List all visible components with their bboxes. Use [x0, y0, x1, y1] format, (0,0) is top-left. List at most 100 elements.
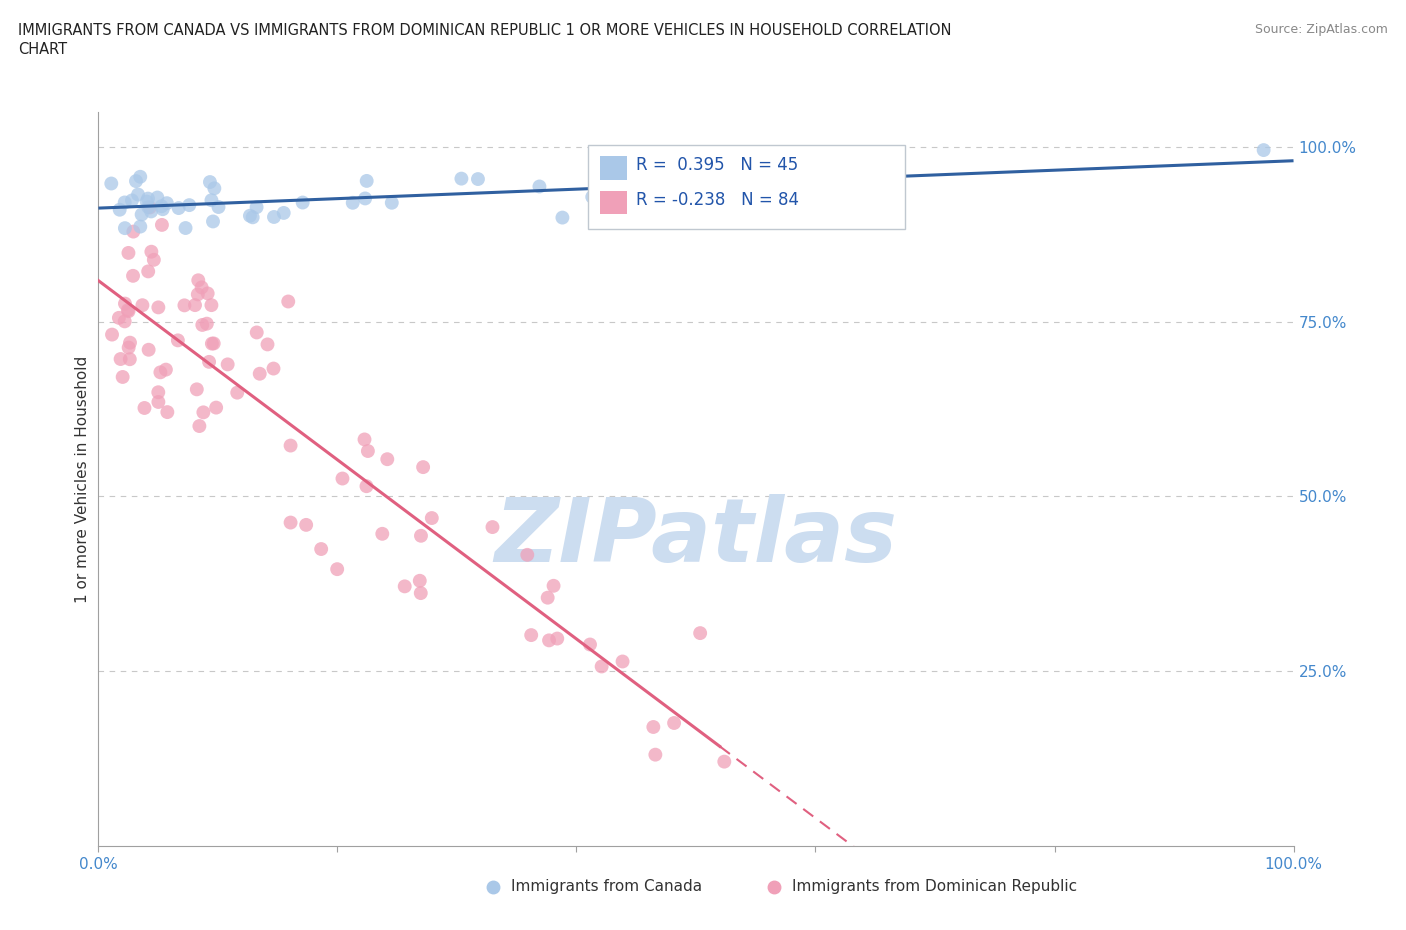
Point — [263, 361, 285, 376]
Point — [114, 314, 136, 329]
Point — [186, 382, 208, 397]
Point — [245, 200, 267, 215]
Point — [100, 176, 122, 191]
Point — [150, 199, 173, 214]
Point — [200, 193, 222, 207]
Point — [146, 190, 169, 205]
Point — [187, 272, 209, 287]
Point — [190, 280, 212, 295]
Point — [125, 174, 148, 189]
Point — [202, 180, 225, 195]
Point — [205, 400, 228, 415]
Point — [295, 517, 318, 532]
Point — [108, 311, 131, 325]
Point — [217, 357, 239, 372]
Point — [450, 171, 472, 186]
Point — [353, 432, 375, 447]
Point — [122, 224, 145, 239]
Point — [121, 193, 143, 208]
Point — [129, 169, 152, 184]
Text: R = -0.238   N = 84: R = -0.238 N = 84 — [636, 191, 799, 209]
Point — [131, 298, 153, 312]
Point — [139, 200, 162, 215]
Point — [174, 220, 197, 235]
Point — [195, 316, 218, 331]
FancyBboxPatch shape — [589, 145, 905, 229]
Point — [394, 578, 416, 593]
Point — [420, 511, 443, 525]
Point — [201, 214, 224, 229]
Point — [239, 208, 262, 223]
Point — [155, 362, 177, 377]
Point — [110, 352, 132, 366]
Text: R =  0.395   N = 45: R = 0.395 N = 45 — [636, 156, 799, 175]
Point — [188, 418, 211, 433]
Point — [198, 354, 221, 369]
Point — [326, 562, 349, 577]
Point — [617, 182, 640, 197]
Point — [118, 340, 141, 355]
Point — [152, 202, 174, 217]
Point — [138, 342, 160, 357]
Point — [148, 394, 170, 409]
Point — [551, 210, 574, 225]
Point — [191, 317, 214, 332]
Point — [356, 174, 378, 189]
Text: Source: ZipAtlas.com: Source: ZipAtlas.com — [1254, 23, 1388, 36]
Point — [114, 195, 136, 210]
Point — [409, 573, 432, 588]
Point — [122, 269, 145, 284]
Point — [117, 246, 139, 260]
Point — [141, 245, 163, 259]
Point — [263, 209, 285, 224]
Point — [1253, 142, 1275, 157]
Point — [375, 452, 398, 467]
Point — [543, 578, 565, 593]
Point — [114, 296, 136, 311]
Point — [167, 333, 190, 348]
Point — [118, 335, 141, 350]
Point — [198, 175, 221, 190]
Point — [242, 210, 264, 225]
Point — [108, 202, 131, 217]
Point — [134, 401, 156, 416]
Point — [202, 336, 225, 351]
Point — [357, 444, 380, 458]
Point — [197, 286, 219, 301]
Point — [529, 179, 551, 194]
Point — [537, 591, 560, 605]
Point — [226, 385, 249, 400]
Point — [356, 479, 378, 494]
Point — [118, 352, 141, 366]
Point — [277, 294, 299, 309]
Point — [136, 192, 159, 206]
Point — [381, 195, 404, 210]
Point — [579, 637, 602, 652]
Point — [131, 207, 153, 222]
Point — [481, 520, 503, 535]
Point — [167, 201, 190, 216]
Point — [136, 264, 159, 279]
Point — [309, 541, 332, 556]
Point — [644, 747, 666, 762]
Point — [179, 198, 201, 213]
Point — [117, 303, 139, 318]
Point — [332, 472, 354, 486]
Point — [114, 220, 136, 235]
Point — [127, 187, 149, 202]
Text: Immigrants from Dominican Republic: Immigrants from Dominican Republic — [792, 879, 1077, 895]
Point — [273, 206, 295, 220]
Bar — [600, 191, 627, 215]
Point — [136, 200, 159, 215]
Point — [156, 405, 179, 419]
Point — [135, 194, 157, 209]
Point — [662, 715, 685, 730]
Point — [139, 204, 162, 219]
Point — [193, 405, 215, 419]
Point — [689, 626, 711, 641]
Point — [129, 219, 152, 234]
Point — [200, 298, 222, 312]
Point — [280, 515, 302, 530]
Point — [173, 298, 195, 312]
Point — [371, 526, 394, 541]
